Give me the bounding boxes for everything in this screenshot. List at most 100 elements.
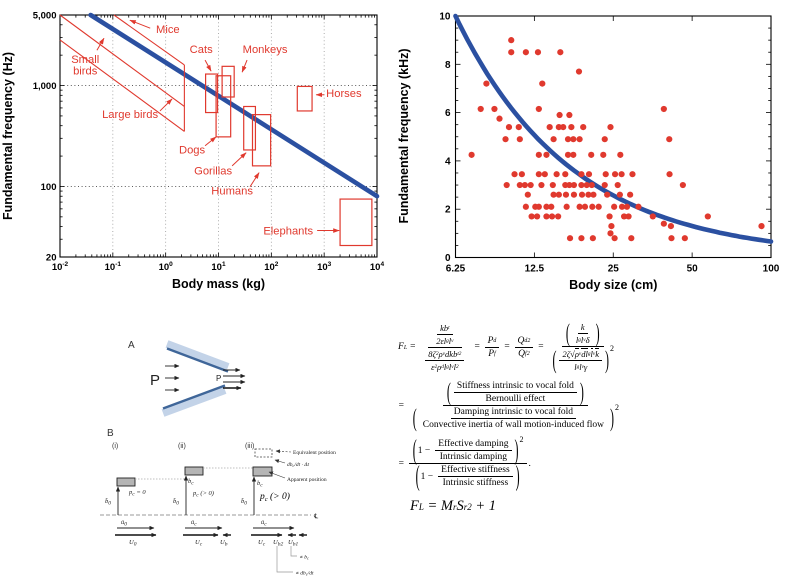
data-point (628, 235, 635, 242)
data-point (560, 123, 567, 131)
data-point (588, 181, 595, 189)
math-superscript: 2 (527, 337, 531, 344)
dbdt-leader (274, 459, 286, 464)
x-tick-label: 103 (317, 261, 332, 273)
y-tick-label: 20 (46, 253, 57, 264)
data-point (564, 151, 572, 158)
data-point (503, 181, 510, 189)
data-point (535, 105, 542, 113)
panel-b-label: B (107, 428, 114, 439)
data-point (555, 213, 562, 220)
data-point (627, 191, 634, 198)
animal-boxes (205, 65, 373, 247)
math-token: = (501, 342, 513, 352)
animal-bands (59, 14, 185, 132)
data-point (590, 191, 597, 198)
math-token: l (575, 335, 579, 345)
data-point (668, 235, 675, 242)
trend-curve (453, 13, 774, 244)
y-tick-label: 6 (445, 108, 451, 119)
math-token: = (398, 458, 407, 469)
data-point (617, 151, 624, 158)
math-token: M (440, 498, 453, 514)
data-point (535, 171, 542, 178)
data-point (581, 203, 589, 210)
math-subscript: L (403, 345, 408, 351)
math-token: γ (583, 362, 588, 372)
label-arrow (241, 59, 248, 73)
qualitative-fraction: (Stiffness intrinsic to vocal fold Bernou… (412, 376, 620, 433)
data-point (660, 105, 667, 113)
math-token: ρ (437, 361, 442, 372)
label-arrow (159, 98, 173, 112)
data-point (666, 136, 673, 143)
apparent-leader (268, 471, 286, 479)
data-point (477, 105, 484, 113)
math-subscript: v (592, 350, 596, 357)
animal-box-elephants (339, 198, 373, 247)
data-point (607, 230, 614, 237)
x-tick-label: 10-2 (52, 261, 69, 273)
math-token: k (580, 322, 585, 332)
math-superscript: 2 (455, 363, 459, 370)
math-subscript: r (463, 502, 468, 512)
data-point (564, 136, 572, 143)
u-mean-label-ii: ūc (191, 519, 197, 528)
prop-bc-label: ∝ bc (299, 555, 309, 561)
large-birds-lower-line (59, 39, 185, 132)
double-fraction: kb t 2εl g l v 8ζ 2 ρ v dkb t 2 ε 2 ρ d l g l v l 2 (420, 323, 469, 372)
data-point (570, 181, 578, 189)
math-token: dl (581, 348, 588, 359)
gridlines (60, 15, 377, 257)
y-tick-label: 4 (445, 156, 451, 167)
pc-zero-label: pc = 0 (128, 489, 146, 498)
y-tick-labels: 0 2 4 6 8 10 (439, 12, 451, 265)
data-point (576, 136, 583, 143)
y-tick-label: 5,000 (33, 11, 57, 22)
data-point (483, 80, 490, 87)
data-point (533, 213, 541, 220)
data-point (541, 171, 548, 178)
data-point (575, 68, 583, 75)
dbdt-label: dbc/dt · Δt (287, 462, 310, 468)
math-token: l (448, 361, 452, 372)
label-arrow (249, 172, 260, 187)
data-point (611, 203, 618, 210)
math-token: kb (440, 322, 449, 333)
U0-label: U0 (129, 539, 137, 548)
small-birds-upper-line (59, 14, 185, 107)
animal-box-dogs (215, 75, 232, 138)
data-point (496, 115, 503, 122)
data-point (468, 151, 475, 158)
math-token: = (423, 498, 441, 514)
data-point (611, 235, 618, 242)
data-point (543, 151, 550, 158)
data-point (578, 235, 585, 242)
animal-label: Mice (156, 24, 180, 36)
data-point (522, 203, 529, 210)
equation-damping-ratio: = (1 − Effective damping Intrinsic damping… (398, 433, 788, 493)
data-point (679, 181, 686, 189)
y-tick-label: 2 (445, 205, 451, 216)
data-point (578, 171, 585, 178)
data-point (566, 111, 573, 119)
data-point (522, 49, 529, 56)
math-token: ρ (574, 348, 579, 359)
animal-label: Humans (211, 186, 253, 198)
data-point (681, 235, 688, 242)
y-axis-label: Fundamental frequency (kHz) (397, 48, 411, 223)
data-point (553, 171, 560, 178)
math-token: = (407, 342, 419, 352)
data-point (600, 151, 607, 158)
label-arrow (231, 152, 247, 167)
animal-box-humans (251, 114, 272, 167)
math-token: l (590, 348, 593, 359)
bc-label-iii: bc (257, 480, 263, 489)
data-point (629, 171, 636, 178)
sub-ii-label: (ii) (178, 443, 186, 450)
animal-label: Large birds (102, 109, 158, 121)
chart-f0-vs-body-mass: 10-2 10-1 100 101 102 103 104 20 100 1,000 5,000 Bo… (1, 11, 384, 292)
label-arrow (129, 19, 151, 29)
